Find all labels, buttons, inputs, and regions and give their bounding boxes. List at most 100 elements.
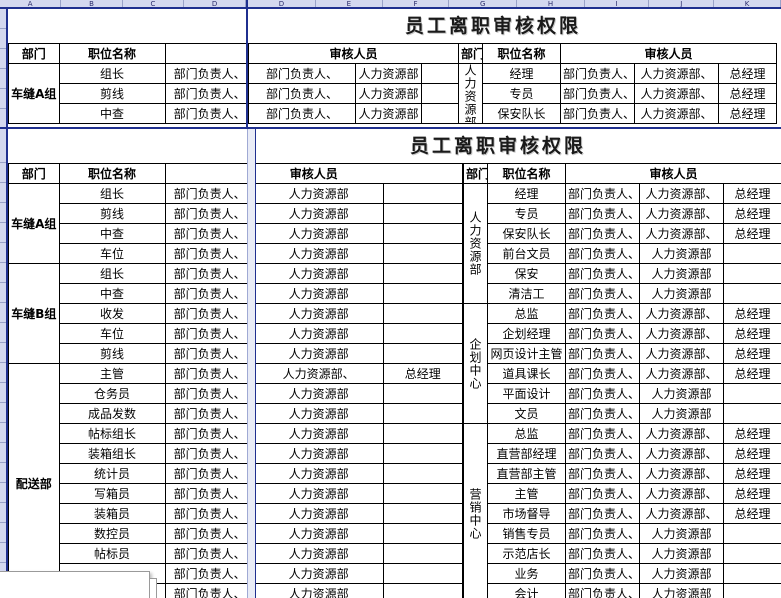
column-header-cell[interactable]: B — [61, 0, 123, 7]
table-row[interactable]: 专员 部门负责人、 人力资源部、 总经理 — [459, 83, 777, 104]
approver-cell-2[interactable]: 人力资源部 — [639, 383, 724, 404]
approver-cell-3[interactable] — [382, 383, 463, 404]
table-row[interactable]: 前台文员 部门负责人、 人力资源部 — [464, 243, 781, 264]
approver-cell-1[interactable]: 部门负责人、 — [164, 343, 255, 364]
approver-cell-1[interactable]: 部门负责人、 — [164, 303, 255, 324]
approver-cell-1[interactable]: 部门负责人、 — [164, 423, 255, 444]
approver-cell-1[interactable]: 部门负责人、 — [164, 443, 255, 464]
approver-cell-2[interactable]: 人力资源部、 — [634, 83, 719, 104]
approver-cell-2[interactable]: 人力资源部 — [253, 403, 384, 424]
position-cell[interactable]: 中查 — [58, 103, 166, 124]
position-cell[interactable]: 清洁工 — [487, 283, 566, 304]
approver-cell-1[interactable]: 部门负责人、 — [164, 463, 255, 484]
table-row[interactable]: 企划经理 部门负责人、 人力资源部、 总经理 — [464, 323, 781, 344]
approver-cell-2[interactable]: 人力资源部 — [253, 303, 384, 324]
approver-cell-2[interactable]: 人力资源部、 — [639, 203, 724, 224]
pane-split-bar[interactable] — [247, 129, 256, 598]
approver-cell-1[interactable]: 部门负责人、 — [565, 243, 640, 264]
approver-cell-1[interactable]: 部门负责人、 — [164, 263, 255, 284]
approver-cell-3[interactable] — [382, 483, 463, 504]
table-row[interactable]: 文员 部门负责人、 人力资源部 — [464, 403, 781, 424]
approver-cell-2[interactable]: 人力资源部、 — [253, 363, 384, 384]
approver-cell-2[interactable]: 人力资源部、 — [639, 323, 724, 344]
position-cell[interactable]: 总监 — [487, 303, 566, 324]
approver-cell-3[interactable]: 总经理 — [723, 443, 781, 464]
approver-cell-3[interactable]: 总经理 — [718, 83, 777, 104]
approver-cell-1[interactable]: 部门负责人、 — [164, 383, 255, 404]
approver-cell-2[interactable]: 人力资源部 — [355, 83, 422, 104]
table-row[interactable]: 平面设计 部门负责人、 人力资源部 — [464, 383, 781, 404]
approver-cell-3[interactable]: 总经理 — [723, 183, 781, 204]
approver-cell-1[interactable]: 部门负责人、 — [164, 563, 255, 584]
approver-cell-3[interactable] — [421, 103, 459, 124]
table-row[interactable]: 专员 部门负责人、 人力资源部、 总经理 — [464, 203, 781, 224]
position-cell[interactable]: 网页设计主管 — [487, 343, 566, 364]
column-header-cell[interactable]: I — [585, 0, 650, 7]
position-cell[interactable]: 保安队长 — [487, 223, 566, 244]
position-cell[interactable]: 装箱组长 — [58, 443, 166, 464]
approver-cell-2[interactable]: 人力资源部 — [253, 343, 384, 364]
row-header-strip-main[interactable] — [0, 129, 8, 598]
position-cell[interactable]: 经理 — [487, 183, 566, 204]
position-cell[interactable]: 剪线 — [58, 203, 166, 224]
position-cell[interactable]: 专员 — [482, 83, 561, 104]
table-row[interactable]: 数控员 部门负责人、 人力资源部 — [9, 523, 463, 544]
position-cell[interactable]: 文员 — [487, 403, 566, 424]
approver-cell-2[interactable]: 人力资源部 — [355, 63, 422, 84]
approver-cell-3[interactable] — [382, 403, 463, 424]
column-header-cell[interactable]: J — [649, 0, 714, 7]
table-row[interactable]: 企划中心 总监 部门负责人、 人力资源部、 总经理 — [463, 303, 781, 424]
table-row[interactable]: 统计员 部门负责人、 人力资源部 — [9, 463, 463, 484]
approver-cell-1[interactable]: 部门负责人、 — [164, 83, 246, 104]
approver-cell-3[interactable] — [723, 383, 781, 404]
position-cell[interactable]: 保安队长 — [482, 103, 561, 124]
approver-cell-3[interactable]: 总经理 — [723, 503, 781, 524]
approver-cell-1[interactable]: 部门负责人、 — [248, 63, 356, 84]
approver-cell-1[interactable]: 部门负责人、 — [565, 283, 640, 304]
table-row[interactable]: 业务 部门负责人、 人力资源部 — [464, 563, 781, 584]
table-row[interactable]: 仓务员 部门负责人、 人力资源部 — [9, 383, 463, 404]
approver-cell-1[interactable]: 部门负责人、 — [248, 83, 356, 104]
approver-cell-2[interactable]: 人力资源部 — [253, 203, 384, 224]
approver-cell-2[interactable]: 人力资源部、 — [639, 183, 724, 204]
approver-cell-3[interactable] — [382, 523, 463, 544]
approver-cell-2[interactable]: 人力资源部 — [253, 583, 384, 598]
table-row[interactable]: 主管 部门负责人、 人力资源部、 总经理 — [464, 483, 781, 504]
table-row[interactable]: 车缝B组 组长 部门负责人、 人力资源部 — [8, 263, 463, 364]
approver-cell-3[interactable] — [723, 543, 781, 564]
approver-cell-2[interactable]: 人力资源部、 — [634, 63, 719, 84]
approver-cell-3[interactable] — [382, 343, 463, 364]
position-cell[interactable]: 主管 — [487, 483, 566, 504]
approver-cell-2[interactable]: 人力资源部 — [639, 263, 724, 284]
approver-cell-1[interactable]: 部门负责人、 — [565, 223, 640, 244]
table-row[interactable]: 清洁工 部门负责人、 人力资源部 — [464, 283, 781, 304]
background-window-left[interactable]: A B C D 部门职位名称审核人员车缝A组组长部门负责人、人力资源部剪线部门负… — [0, 0, 247, 128]
approver-cell-2[interactable]: 人力资源部 — [253, 263, 384, 284]
approver-cell-1[interactable]: 部门负责人、 — [164, 283, 255, 304]
table-row[interactable]: 装箱组长 部门负责人、 人力资源部 — [9, 443, 463, 464]
approver-cell-3[interactable]: 总经理 — [723, 363, 781, 384]
table-row[interactable]: 装箱员 部门负责人、 人力资源部 — [9, 503, 463, 524]
approver-cell-3[interactable] — [382, 243, 463, 264]
position-cell[interactable]: 中查 — [58, 223, 166, 244]
position-cell[interactable]: 组长 — [58, 183, 166, 204]
approver-cell-1[interactable]: 部门负责人、 — [560, 83, 635, 104]
position-cell[interactable]: 业务 — [487, 563, 566, 584]
approver-cell-1[interactable]: 部门负责人、 — [565, 483, 640, 504]
approver-cell-1[interactable]: 部门负责人、 — [164, 503, 255, 524]
approver-cell-3[interactable] — [723, 403, 781, 424]
approver-cell-2[interactable]: 人力资源部 — [253, 563, 384, 584]
approver-cell-3[interactable] — [382, 463, 463, 484]
position-cell[interactable]: 数控员 — [58, 523, 166, 544]
table-row[interactable]: 营销中心 总监 部门负责人、 人力资源部、 总经理 — [463, 423, 781, 598]
approver-cell-2[interactable]: 人力资源部 — [253, 243, 384, 264]
table-row[interactable]: 保安 部门负责人、 人力资源部 — [464, 263, 781, 284]
position-cell[interactable]: 企划经理 — [487, 323, 566, 344]
approver-cell-3[interactable] — [382, 303, 463, 324]
position-cell[interactable]: 成品发数 — [58, 403, 166, 424]
approver-cell-2[interactable]: 人力资源部、 — [639, 423, 724, 444]
approver-cell-1[interactable]: 部门负责人、 — [565, 343, 640, 364]
position-cell[interactable]: 主管 — [58, 363, 166, 384]
approver-cell-3[interactable]: 总经理 — [723, 203, 781, 224]
